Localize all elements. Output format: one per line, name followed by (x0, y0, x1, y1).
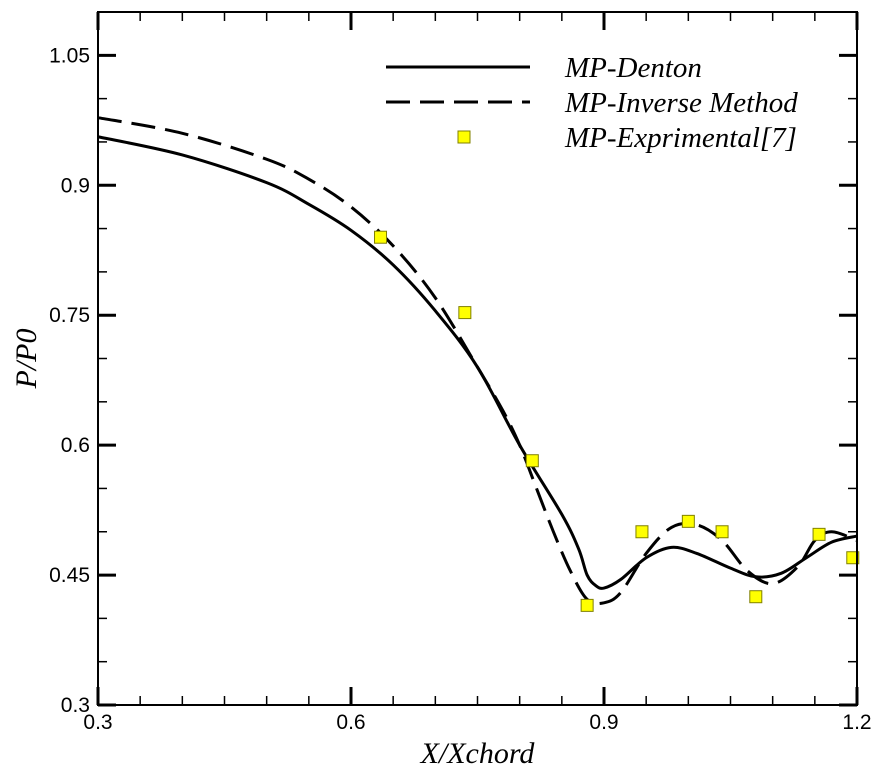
y-tick-label: 1.05 (49, 44, 90, 67)
data-point (749, 590, 763, 604)
legend-label: MP-Exprimental[7] (564, 122, 797, 154)
x-tick-label: 0.6 (336, 711, 365, 734)
data-point (812, 527, 826, 541)
plot-frame (97, 11, 858, 706)
x-tick-label: 0.9 (589, 711, 618, 734)
x-tick-label: 1.2 (842, 711, 871, 734)
data-point (374, 230, 388, 244)
data-point (715, 525, 729, 539)
y-tick-label: 0.75 (49, 304, 90, 327)
y-axis-title: P/P0 (10, 329, 43, 390)
data-point (846, 551, 860, 565)
series-layer (97, 116, 860, 612)
tick-labels: 0.3 0.6 0.9 1.2 0.3 0.45 0.6 0.75 0.9 1.05 (49, 44, 871, 734)
series-line-inverse-method (97, 116, 858, 606)
series-line-denton (97, 135, 858, 590)
y-tick-label: 0.3 (61, 694, 90, 717)
x-tick-label: 0.3 (83, 711, 112, 734)
x-axis-title: X/Xchord (420, 737, 536, 770)
legend-label: MP-Inverse Method (564, 87, 798, 119)
legend-marker (457, 130, 471, 144)
data-point (458, 306, 472, 320)
data-point (635, 525, 649, 539)
legend-label: MP-Denton (564, 52, 702, 84)
y-tick-label: 0.45 (49, 564, 90, 587)
data-point (525, 454, 539, 468)
y-tick-label: 0.6 (61, 434, 90, 457)
y-tick-label: 0.9 (61, 174, 90, 197)
data-point (580, 598, 594, 612)
data-point (681, 514, 695, 528)
